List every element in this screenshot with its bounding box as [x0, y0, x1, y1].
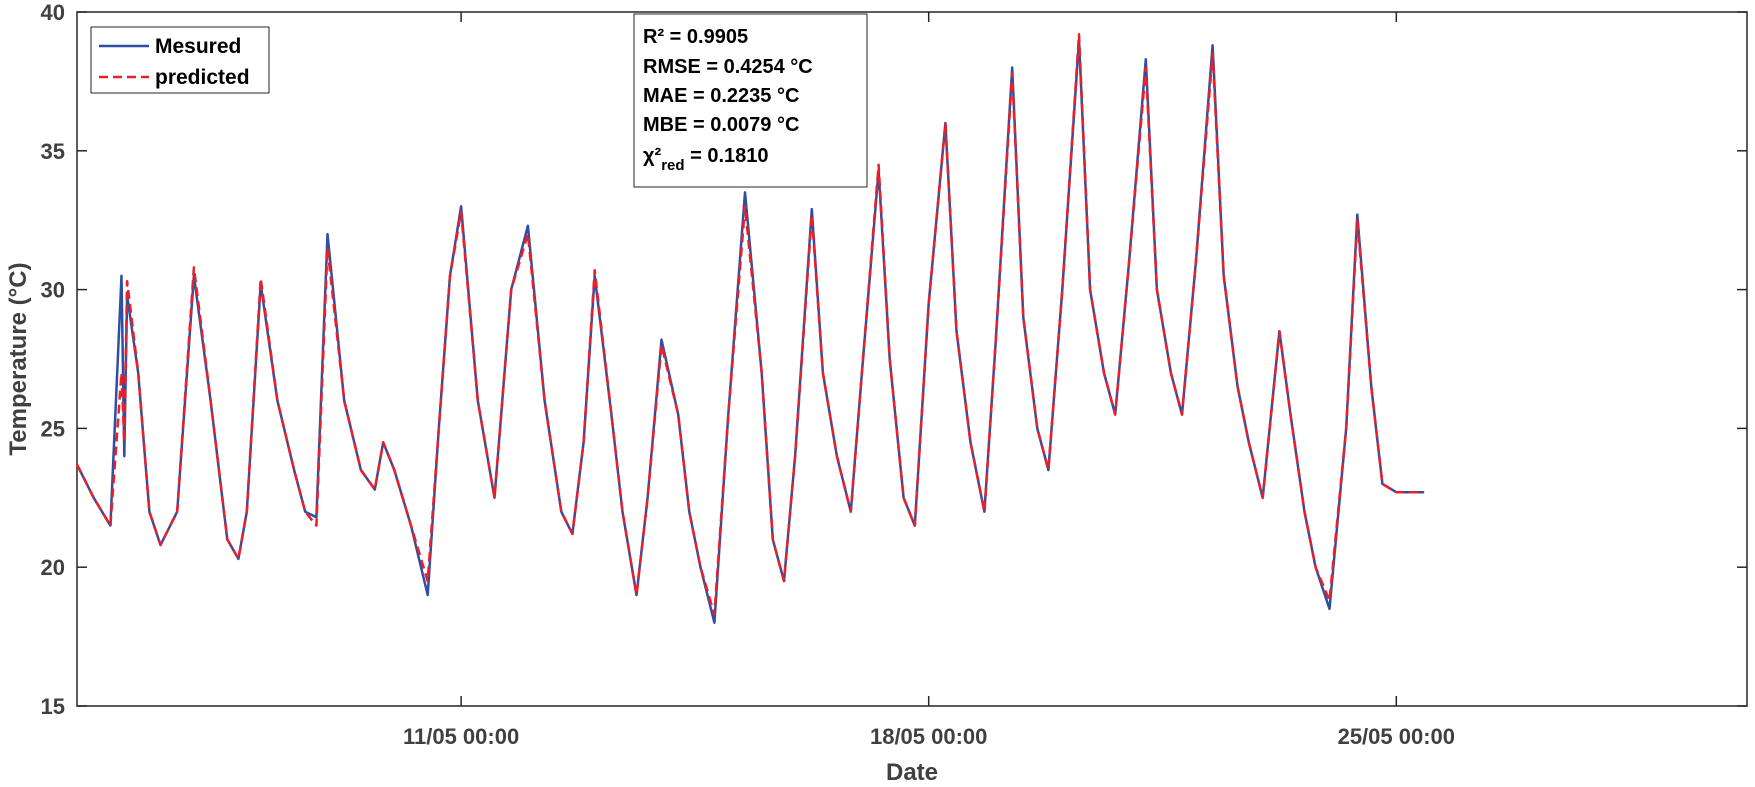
legend-label-predicted: predicted: [155, 66, 250, 89]
stat-chi2-subscript: red: [661, 157, 684, 174]
y-tick-label: 35: [41, 139, 65, 164]
stats-box-frame: [633, 13, 868, 188]
y-axis-title: Temperature (°C): [5, 262, 32, 455]
plot-area: [76, 11, 1748, 707]
legend-label-measured: Mesured: [155, 35, 241, 58]
y-axis-ticks: 15 20 25 30 35 40: [41, 0, 1747, 719]
series-layer: [75, 32, 1425, 624]
y-tick-label: 20: [41, 555, 65, 580]
x-axis-title: Date: [886, 759, 938, 786]
y-tick-label: 30: [41, 278, 65, 303]
stat-chi2-red: χ²red = 0.1810: [643, 145, 769, 174]
series-predicted-line: [75, 32, 1425, 616]
stats-box: R² = 0.9905 RMSE = 0.4254 °C MAE = 0.223…: [633, 13, 868, 188]
stat-rmse: RMSE = 0.4254 °C: [643, 56, 813, 78]
x-tick-label: 18/05 00:00: [870, 724, 987, 749]
stat-chi2-value: = 0.1810: [685, 145, 769, 167]
legend-box: [90, 26, 270, 94]
legend: Mesured predicted: [90, 26, 270, 94]
x-axis-ticks: 11/05 00:00 18/05 00:00 25/05 00:00: [403, 12, 1455, 749]
y-tick-label: 15: [41, 694, 65, 719]
stat-r2: R² = 0.9905: [643, 26, 748, 48]
x-tick-label: 25/05 00:00: [1338, 724, 1455, 749]
y-tick-label: 40: [41, 0, 65, 25]
x-tick-label: 11/05 00:00: [403, 724, 519, 749]
stat-mae: MAE = 0.2235 °C: [643, 85, 799, 107]
stat-chi2-symbol: χ²: [643, 145, 662, 167]
y-tick-label: 25: [41, 416, 65, 441]
stat-mbe: MBE = 0.0079 °C: [643, 114, 799, 136]
